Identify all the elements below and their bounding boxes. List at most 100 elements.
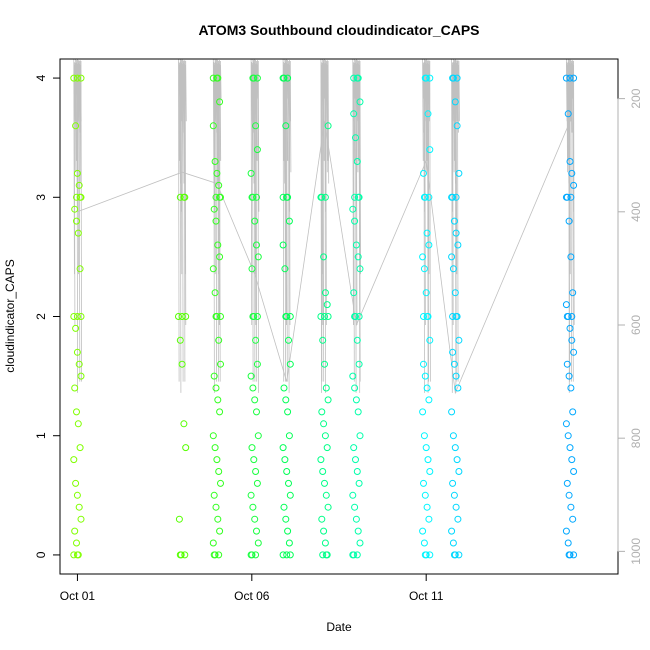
data-point: [448, 527, 456, 535]
data-point: [569, 515, 577, 523]
data-point: [321, 193, 329, 201]
data-point: [70, 74, 78, 82]
data-point: [214, 241, 222, 249]
data-point: [356, 539, 364, 547]
data-point: [249, 313, 257, 320]
data-point: [212, 217, 220, 225]
data-point: [72, 324, 80, 332]
data-point: [567, 193, 575, 201]
data-point: [420, 539, 428, 547]
data-point: [323, 444, 331, 452]
data-point: [77, 372, 85, 380]
data-point: [452, 372, 460, 380]
data-point: [252, 551, 260, 559]
data-point: [321, 479, 328, 487]
data-point: [568, 456, 576, 464]
data-point: [281, 265, 289, 273]
data-point: [566, 74, 574, 82]
y2-tick-label: 600: [629, 315, 643, 335]
data-point: [421, 74, 429, 82]
data-point: [452, 313, 460, 320]
secondary-y-axis: 200 400 600 800 1000: [617, 88, 643, 565]
data-point: [324, 396, 332, 404]
data-point: [448, 253, 456, 261]
data-point: [568, 169, 576, 177]
data-point: [284, 74, 292, 82]
y-axis: 0 1 2 3 4: [34, 74, 60, 558]
data-point: [352, 134, 359, 142]
data-point: [422, 289, 430, 297]
data-point: [253, 313, 261, 320]
x-tick-label: Oct 01: [60, 589, 96, 603]
data-point: [73, 551, 81, 559]
data-point: [253, 408, 260, 416]
data-point: [282, 396, 290, 404]
data-point: [320, 253, 328, 261]
data-point: [356, 432, 364, 440]
data-point: [352, 456, 359, 464]
data-point: [454, 384, 462, 392]
y2-tick-label: 400: [629, 201, 643, 221]
data-point: [424, 110, 432, 118]
data-point: [210, 551, 218, 559]
data-point: [351, 384, 359, 392]
data-point: [449, 432, 457, 440]
x-tick-label: Oct 06: [234, 589, 270, 603]
data-point: [567, 384, 575, 392]
data-point: [355, 479, 363, 487]
data-point: [212, 313, 220, 320]
data-point: [453, 74, 461, 82]
data-point: [247, 491, 255, 499]
data-point: [74, 420, 82, 428]
data-point: [73, 539, 80, 547]
data-point: [73, 193, 80, 201]
data-point: [420, 479, 427, 487]
data-point: [569, 408, 577, 416]
data-point: [453, 122, 461, 130]
data-point: [249, 384, 257, 392]
data-point: [356, 265, 364, 273]
data-point: [351, 503, 359, 511]
data-point: [423, 384, 431, 392]
y-tick-label: 1: [34, 432, 48, 439]
data-point: [350, 74, 358, 82]
data-point: [73, 217, 80, 225]
data-point: [421, 491, 429, 499]
data-point: [73, 169, 81, 177]
data-point: [212, 193, 220, 201]
data-point: [176, 193, 184, 201]
data-point: [563, 479, 571, 487]
x-axis-label: Date: [326, 620, 352, 634]
data-point: [253, 193, 260, 201]
data-point: [562, 527, 570, 535]
instrument-trace-cluster: [320, 58, 330, 393]
data-point: [71, 527, 79, 535]
data-point: [279, 193, 287, 201]
data-point: [250, 456, 258, 464]
data-point: [285, 432, 293, 440]
data-point: [319, 336, 327, 344]
instrument-trace-cluster: [212, 58, 222, 393]
data-point: [421, 551, 429, 559]
data-point: [570, 74, 578, 82]
data-point: [451, 98, 459, 106]
data-point: [214, 396, 222, 404]
data-point: [248, 193, 256, 201]
data-point: [210, 491, 218, 499]
data-point: [253, 360, 261, 368]
x-tick-label: Oct 11: [409, 589, 444, 603]
data-point: [248, 265, 256, 273]
data-point: [324, 503, 332, 511]
data-point: [422, 444, 430, 452]
data-point: [426, 146, 434, 154]
data-point: [353, 158, 361, 165]
data-point: [426, 74, 434, 82]
data-point: [419, 408, 427, 416]
data-point: [567, 503, 575, 511]
chart-title: ATOM3 Southbound cloudindicator_CAPS: [198, 22, 479, 38]
data-point: [70, 551, 78, 559]
data-point: [182, 313, 190, 320]
plot-frame: [59, 58, 619, 575]
data-point: [254, 253, 262, 261]
data-point: [420, 360, 427, 368]
